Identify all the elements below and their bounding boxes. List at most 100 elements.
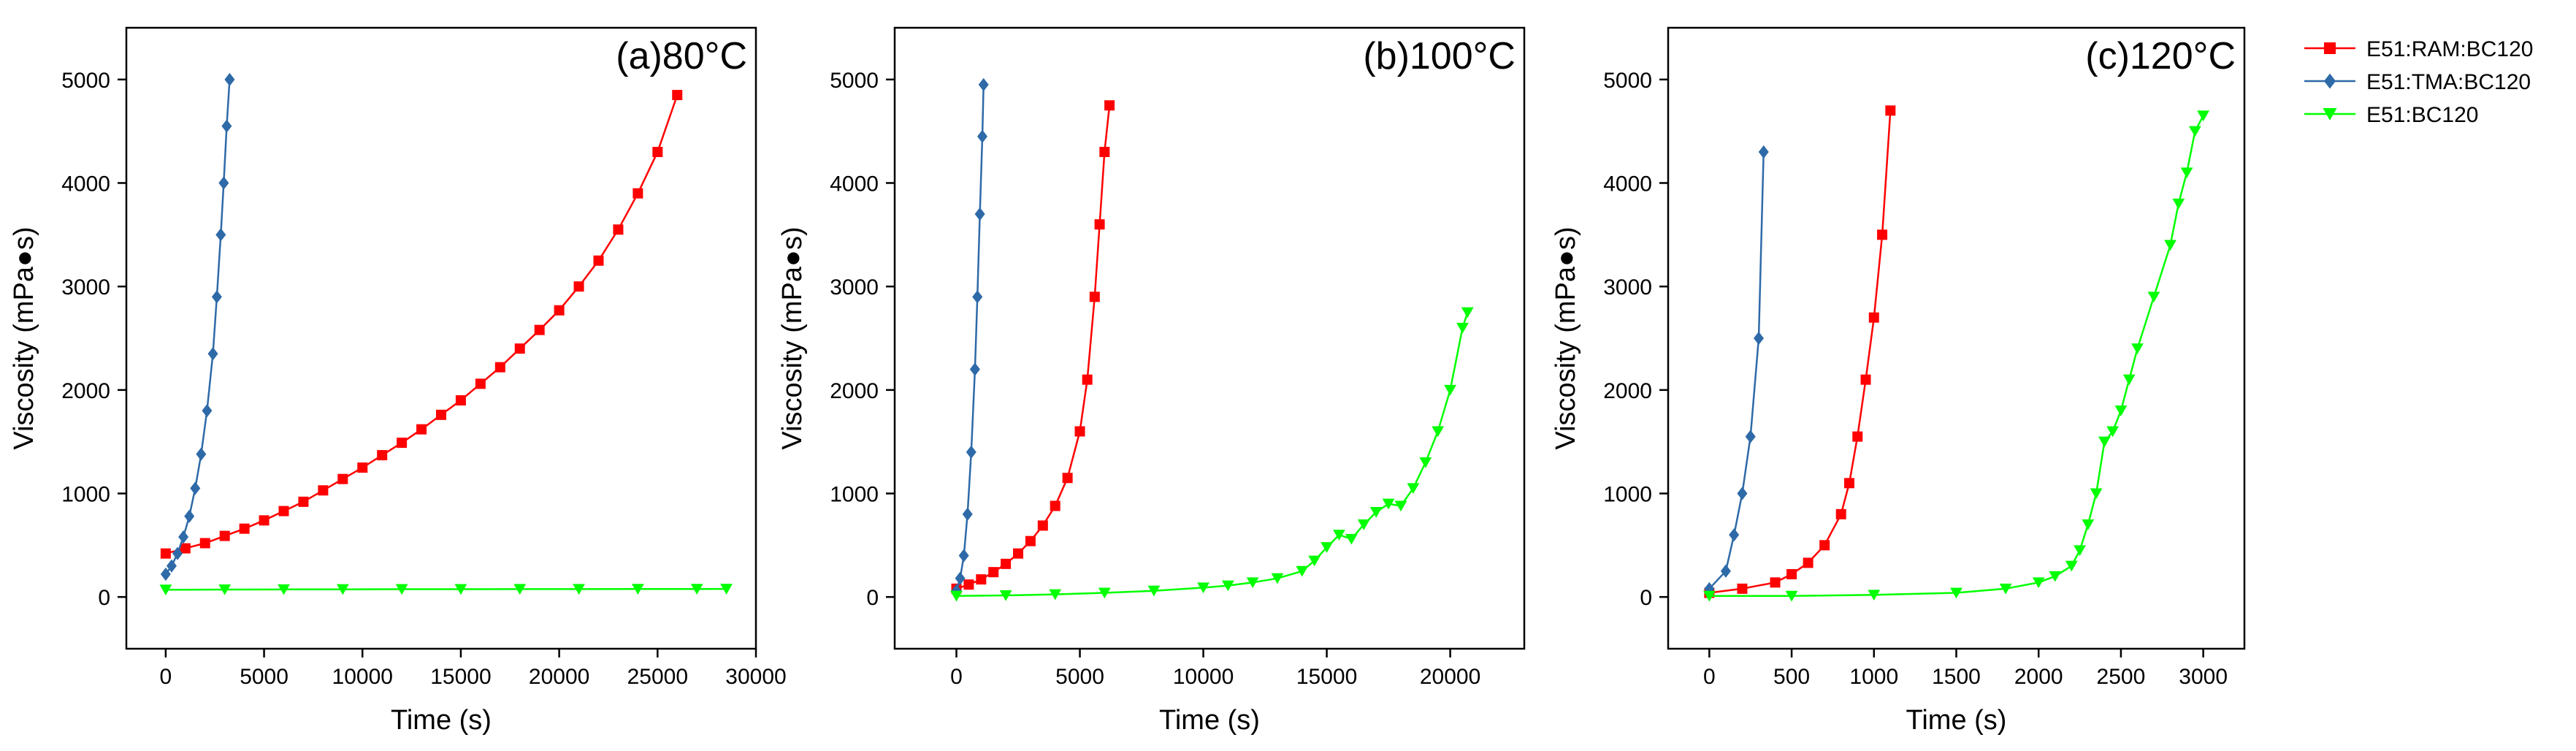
chart-panel-1: 0 5000 10000 15000 20000 0 1000 2000 3000 4000 500…: [777, 26, 1526, 736]
data-point: [416, 424, 427, 435]
data-point: [2172, 198, 2185, 210]
data-point: [672, 90, 683, 101]
y-tick-label: 4000: [830, 172, 879, 197]
chart-panel-0: 0 5000 10000 15000 20000 25000 30000 0 1000 2000 3…: [9, 26, 787, 736]
data-point: [1885, 105, 1896, 116]
data-point: [963, 579, 974, 590]
data-point: [1456, 322, 1469, 334]
data-point: [2122, 374, 2136, 386]
data-point: [1877, 229, 1888, 240]
data-point: [239, 523, 250, 534]
y-tick-label: 5000: [61, 69, 110, 93]
data-point: [1770, 577, 1781, 588]
data-point: [593, 255, 604, 266]
plot-frame: [125, 26, 757, 650]
legend-label: E51:RAM:BC120: [2366, 37, 2533, 61]
data-point: [199, 538, 210, 549]
data-point: [534, 324, 545, 335]
data-point: [1868, 312, 1879, 323]
x-tick-label: 5000: [240, 665, 288, 689]
y-axis-title: Viscosity (mPa●s): [9, 226, 39, 449]
data-point: [1737, 583, 1748, 594]
data-point: [1308, 555, 1321, 567]
y-tick-label: 3000: [830, 275, 879, 300]
data-point: [999, 590, 1012, 601]
data-point: [513, 584, 527, 595]
data-point: [955, 571, 966, 585]
data-point: [1098, 587, 1111, 599]
data-point: [1444, 384, 1456, 396]
data-point: [207, 347, 218, 361]
data-point: [972, 290, 983, 304]
data-point: [2106, 426, 2120, 438]
data-point: [2098, 436, 2111, 448]
legend-marker: [2323, 108, 2337, 121]
series-line-E51:BC120: [956, 312, 1469, 598]
data-point: [2032, 577, 2045, 589]
data-point: [976, 574, 987, 585]
data-point: [1221, 580, 1234, 592]
y-tick-label: 2000: [1603, 379, 1652, 403]
data-point: [1803, 557, 1813, 568]
data-point: [2197, 110, 2210, 122]
data-point: [1333, 530, 1345, 541]
data-point: [166, 559, 177, 573]
data-point: [554, 305, 565, 316]
data-point: [974, 207, 985, 221]
data-point: [1786, 569, 1797, 579]
x-tick-label: 1000: [1849, 665, 1898, 689]
data-point: [1702, 590, 1716, 602]
data-point: [298, 496, 309, 507]
x-tick-label: 20000: [1420, 665, 1480, 689]
data-point: [2114, 405, 2128, 416]
data-point: [1999, 583, 2012, 595]
x-axis-title: Time (s): [1906, 705, 2007, 736]
data-point: [1753, 331, 1764, 346]
data-point: [202, 404, 213, 418]
data-point: [1737, 487, 1748, 500]
data-point: [2090, 488, 2103, 500]
data-point: [1819, 540, 1830, 551]
data-point: [969, 362, 980, 376]
data-point: [1050, 500, 1060, 511]
panel-label: (b)100°C: [1363, 35, 1516, 77]
series-line-E51:TMA:BC120: [164, 79, 231, 575]
data-point: [1246, 577, 1259, 589]
data-point: [218, 584, 232, 595]
data-point: [336, 584, 349, 595]
data-point: [1835, 508, 1846, 519]
plot-frame: [893, 26, 1526, 650]
x-axis-title: Time (s): [1159, 705, 1260, 736]
data-point: [573, 281, 584, 292]
series-line-E51:TMA:BC120: [955, 84, 985, 592]
data-point: [1860, 374, 1871, 385]
data-point: [2188, 126, 2201, 137]
plot-area: [1702, 105, 2210, 602]
data-point: [160, 567, 171, 582]
y-tick-label: 3000: [1603, 275, 1652, 300]
plot-area: [159, 72, 733, 595]
y-axis-title: Viscosity (mPa●s): [777, 226, 808, 449]
data-point: [377, 450, 388, 461]
series-line-E51:TMA:BC120: [1708, 151, 1765, 590]
data-point: [988, 567, 999, 578]
data-point: [1147, 585, 1161, 597]
data-point: [1104, 100, 1115, 111]
data-point: [966, 445, 976, 459]
legend-label: E51:BC120: [2366, 103, 2478, 127]
data-point: [259, 515, 270, 526]
y-tick-label: 5000: [830, 69, 879, 93]
data-point: [2164, 240, 2176, 251]
x-tick-label: 25000: [627, 665, 688, 689]
data-point: [514, 343, 525, 354]
data-point: [395, 584, 408, 595]
legend: E51:RAM:BC120 E51:TMA:BC120 E51:BC120: [2304, 37, 2533, 127]
data-point: [977, 129, 988, 143]
data-point: [1745, 430, 1756, 443]
data-point: [573, 584, 585, 595]
data-point: [1089, 291, 1100, 302]
data-point: [613, 224, 624, 235]
data-point: [1432, 426, 1445, 438]
data-point: [219, 530, 230, 541]
y-tick-label: 0: [98, 586, 110, 610]
